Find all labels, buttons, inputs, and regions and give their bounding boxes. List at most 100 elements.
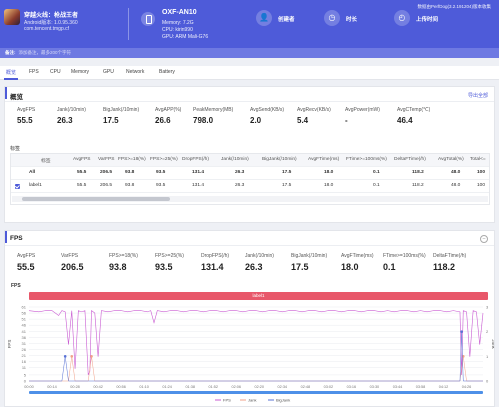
y-tick-label: 16 (22, 359, 27, 364)
scrollbar-thumb[interactable] (22, 197, 170, 201)
y-axis-label: FPS (7, 340, 12, 349)
table-cell: 17.5 (282, 183, 292, 188)
x-tick-label: 00:00 (24, 385, 34, 389)
remark-bar: 备注: 添加备注，最多200个字符 (0, 48, 499, 58)
x-tick-label: 02:06 (232, 385, 242, 389)
metric-varfps: VarFPS 206.5 (61, 253, 84, 272)
table-row[interactable]: All 55.5 206.5 93.8 93.5 131.4 26.3 17.5… (11, 167, 489, 180)
table-cell: 55.5 (77, 183, 87, 188)
legend-entry: FPS (223, 398, 231, 403)
tab-battery[interactable]: Battery (159, 69, 175, 75)
table-cell: 100 (477, 183, 486, 188)
x-tick-label: 01:52 (208, 385, 218, 389)
metric-value: 17.5 (103, 116, 119, 125)
minus-circle-icon[interactable]: – (480, 235, 488, 243)
x-tick-label: 04:12 (439, 385, 449, 389)
metric-value: 17.5 (291, 262, 309, 272)
column-header[interactable]: FPS>=25(%) (150, 157, 178, 162)
y-tick-label: 26 (22, 347, 27, 352)
label-section-title: 标签 (10, 146, 21, 152)
app-icon (4, 9, 20, 25)
metric-dropfps: DropFPS(/h) 131.4 (201, 253, 229, 272)
device-gpu: GPU: ARM Mali-G76 (162, 34, 209, 40)
y-right-tick-label: 2 (486, 329, 489, 334)
tab-network[interactable]: Network (126, 69, 145, 75)
y-tick-label: 51 (22, 317, 27, 322)
column-header[interactable]: AvgFTime(ms) (308, 157, 340, 162)
y-tick-label: 36 (22, 335, 27, 340)
metric-value: 93.8 (109, 262, 127, 272)
metric-value: 55.5 (17, 262, 35, 272)
metric-name: AvgPower(mW) (345, 107, 380, 113)
series-line-fps (28, 310, 484, 376)
tab-memory[interactable]: Memory (71, 69, 90, 75)
metric-name: FPS>=25(%) (155, 253, 184, 259)
column-header[interactable]: FPS>=18(%) (118, 157, 146, 162)
x-tick-label: 00:14 (47, 385, 57, 389)
upload-label: 上传时间 (416, 17, 439, 23)
export-all-link[interactable]: 导出全部 (467, 93, 488, 99)
upload-clock-icon: ◴ (394, 10, 410, 26)
metric-value: 26.6 (155, 116, 171, 125)
table-row[interactable]: label1 55.5 206.5 93.8 93.5 131.4 26.3 1… (11, 180, 489, 193)
device-model: OXF-AN10 (162, 9, 197, 16)
metric-name: AvgRecv(KB/s) (297, 107, 331, 113)
series-line-bigjank (29, 331, 483, 382)
metric-value: 5.4 (297, 116, 309, 125)
tab-gpu[interactable]: GPU (103, 69, 114, 75)
y-tick-label: 56 (22, 311, 27, 316)
table-cell: label1 (29, 183, 42, 188)
y-right-tick-label: 3 (486, 305, 489, 310)
divider (5, 101, 494, 102)
metric-fps25: FPS>=25(%) 93.5 (155, 253, 184, 272)
x-tick-label: 03:30 (370, 385, 380, 389)
metric-value: 26.3 (245, 262, 263, 272)
fps-title: FPS (10, 235, 23, 242)
column-header[interactable]: BigJank(/10min) (262, 157, 297, 162)
column-header[interactable]: DeltaFTime(/h) (394, 157, 426, 162)
x-tick-label: 03:02 (324, 385, 334, 389)
column-header[interactable]: 标签 (41, 159, 51, 164)
table-cell: 48.0 (451, 183, 461, 188)
metric-avgftime: AvgFTime(ms) 18.0 (341, 253, 374, 272)
tab-cpu[interactable]: CPU (50, 69, 61, 75)
tab-bar: 概览 FPS CPU Memory GPU Network Battery (0, 66, 499, 80)
metric-value: 93.5 (155, 262, 173, 272)
table-cell: 0.1 (373, 170, 380, 175)
metric-name: AvgSend(KB/s) (250, 107, 285, 113)
table-scrollbar[interactable] (12, 196, 488, 202)
remark-input[interactable]: 添加备注，最多200个字符 (18, 50, 72, 55)
metric-name: DeltaFTime(/h) (433, 253, 467, 259)
metric-value: 0.1 (383, 262, 396, 272)
table-cell: 118.2 (412, 183, 424, 188)
column-header[interactable]: AvgFPS (73, 157, 91, 162)
metric-value: 26.3 (57, 116, 73, 125)
column-header[interactable]: FTime>=100ms(%) (346, 157, 387, 162)
column-header[interactable]: Total<= (470, 157, 486, 162)
metric-avgfps: AvgFPS 55.5 (17, 253, 35, 272)
column-header[interactable]: DropFPS(/h) (182, 157, 209, 162)
y-right-tick-label: 0 (486, 379, 489, 384)
metric-jank: Jank(/10min) 26.3 (245, 253, 274, 272)
column-header[interactable]: AvgTotal(%) (438, 157, 464, 162)
divider (5, 245, 494, 246)
table-cell: 93.5 (156, 170, 166, 175)
metric-name: FPS>=18(%) (109, 253, 138, 259)
column-header[interactable]: Jank(/10min) (221, 157, 249, 162)
legend-entry: Jank (248, 398, 256, 403)
table-cell: 93.8 (125, 183, 135, 188)
label-range-bar[interactable]: label1 (29, 292, 488, 300)
metric-avgapp: AvgAPP(%) 26.6 (155, 107, 181, 125)
row-checkbox[interactable] (15, 183, 20, 189)
metric-value: 18.0 (341, 262, 359, 272)
table-cell: 0.1 (373, 183, 380, 188)
column-header[interactable]: VarFPS (98, 157, 115, 162)
y-tick-label: 41 (22, 329, 27, 334)
y-right-tick-label: 1 (486, 354, 489, 359)
device-memory: Memory: 7.2G (162, 20, 194, 26)
tab-fps[interactable]: FPS (29, 69, 39, 75)
y-tick-label: 31 (22, 341, 27, 346)
tab-overview[interactable]: 概览 (6, 70, 17, 76)
series-line-jank (29, 356, 483, 382)
